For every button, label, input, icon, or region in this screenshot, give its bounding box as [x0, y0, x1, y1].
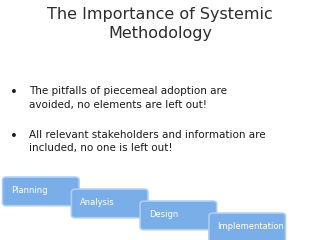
Text: All relevant stakeholders and information are
included, no one is left out!: All relevant stakeholders and informatio… — [29, 130, 265, 153]
Text: Design: Design — [149, 210, 178, 219]
Text: Planning: Planning — [11, 186, 48, 195]
Text: •: • — [10, 86, 18, 99]
FancyBboxPatch shape — [140, 201, 217, 230]
Text: The pitfalls of piecemeal adoption are
avoided, no elements are left out!: The pitfalls of piecemeal adoption are a… — [29, 86, 227, 110]
Text: Analysis: Analysis — [80, 198, 115, 207]
Text: •: • — [10, 130, 18, 143]
FancyBboxPatch shape — [71, 189, 148, 218]
FancyBboxPatch shape — [3, 177, 79, 206]
Text: Implementation: Implementation — [218, 222, 284, 231]
FancyBboxPatch shape — [209, 213, 285, 240]
Text: The Importance of Systemic
Methodology: The Importance of Systemic Methodology — [47, 7, 273, 41]
